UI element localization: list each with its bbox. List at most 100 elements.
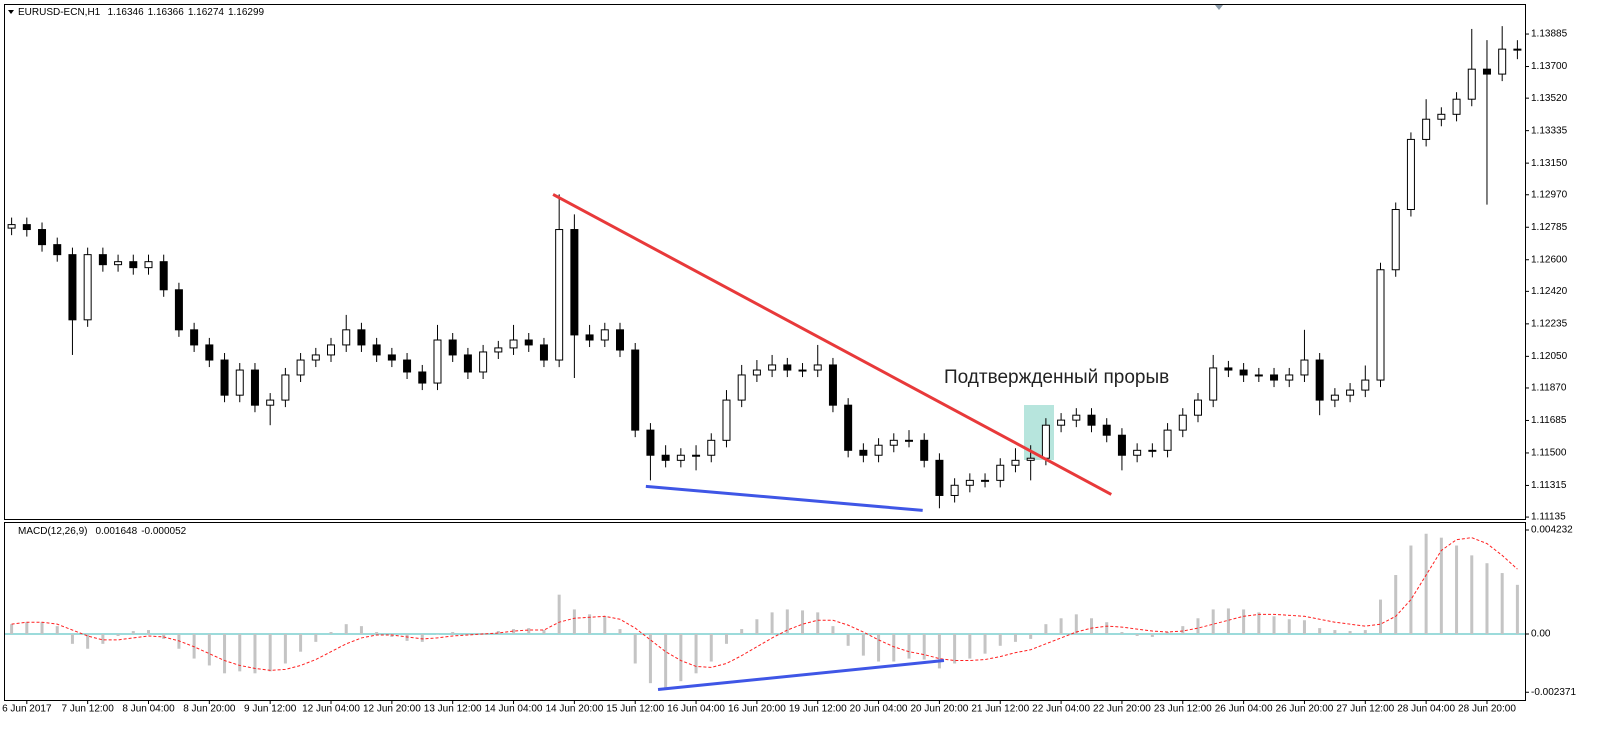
candle-body — [479, 351, 488, 373]
candle-body — [1102, 424, 1111, 436]
candle-body — [68, 254, 77, 321]
candle-body — [387, 354, 396, 361]
macd-bar — [451, 632, 455, 634]
candle-body — [524, 339, 533, 346]
macd-bar — [55, 626, 59, 634]
macd-bar — [314, 633, 318, 642]
macd-bar — [496, 631, 500, 634]
candle-body — [220, 359, 229, 396]
candle-body — [1041, 424, 1050, 459]
macd-bar — [1029, 633, 1033, 639]
candle-body — [828, 364, 837, 406]
macd-bar — [1302, 620, 1306, 634]
candle-body — [783, 364, 792, 371]
macd-bar — [664, 633, 668, 689]
candle-body — [114, 261, 123, 266]
x-tick-label: 15 Jun 12:00 — [606, 704, 664, 715]
macd-bar — [1363, 630, 1367, 634]
header-value: 1.16366 — [148, 7, 185, 18]
candle-body — [494, 347, 503, 353]
trend-line — [645, 484, 923, 512]
candle-body — [235, 369, 244, 396]
macd-bar — [86, 633, 90, 649]
macd-bar — [238, 633, 242, 672]
candle-body — [844, 404, 853, 451]
macd-bar — [831, 626, 835, 634]
macd-bar — [283, 633, 287, 664]
macd-bar — [1409, 545, 1413, 634]
macd-bar — [1515, 584, 1519, 634]
symbol-menu-arrow — [8, 10, 14, 14]
candle-body — [1117, 434, 1126, 456]
y-tick-label: 1.13885 — [1531, 29, 1568, 40]
x-tick-label: 14 Jun 20:00 — [545, 704, 603, 715]
macd-bar — [557, 594, 561, 634]
macd-bar — [1379, 599, 1383, 634]
x-tick-label: 16 Jun 20:00 — [728, 704, 786, 715]
x-tick-label: 28 Jun 04:00 — [1397, 704, 1455, 715]
macd-bar — [1257, 612, 1261, 634]
macd-bar — [1074, 614, 1078, 634]
macd-bar — [1455, 545, 1459, 634]
candle-body — [403, 359, 412, 373]
macd-bar — [1196, 618, 1200, 634]
macd-bar — [588, 614, 592, 634]
x-tick-label: 12 Jun 20:00 — [363, 704, 421, 715]
candle-body — [1467, 68, 1476, 100]
macd-bar — [329, 632, 333, 634]
trend-line — [552, 193, 1112, 496]
macd-bar — [1333, 630, 1337, 634]
macd-bar — [1348, 631, 1352, 634]
candle-body — [1391, 209, 1400, 271]
candle-body — [311, 354, 320, 361]
macd-bar — [953, 633, 957, 664]
candle-body — [83, 254, 92, 321]
macd-bar — [877, 633, 881, 662]
y-tick-label: 1.13520 — [1531, 93, 1568, 104]
macd-bar — [1500, 573, 1504, 634]
macd-bar — [1439, 537, 1443, 634]
y-tick-label: 1.13335 — [1531, 125, 1568, 136]
candle-body — [1270, 374, 1279, 381]
macd-bar — [253, 633, 257, 674]
candle-body — [1163, 429, 1172, 451]
x-tick-label: 21 Jun 12:00 — [971, 704, 1029, 715]
macd-panel-frame — [4, 522, 1526, 701]
candle-body — [752, 369, 761, 376]
candle-body — [707, 439, 716, 456]
macd-bar — [755, 619, 759, 634]
y-tick-label: 1.11135 — [1531, 512, 1566, 523]
macd-bar — [1090, 618, 1094, 634]
candle-body — [1209, 367, 1218, 401]
header-value: -0.000052 — [141, 526, 186, 537]
y-tick-label: 1.12050 — [1531, 351, 1568, 362]
candle-body — [463, 354, 472, 373]
macd-bar — [146, 630, 150, 634]
macd-bar — [816, 612, 820, 634]
macd-bar — [268, 633, 272, 672]
x-tick-label: 22 Jun 04:00 — [1032, 704, 1090, 715]
candle-body — [129, 261, 138, 269]
candle-body — [889, 439, 898, 446]
candle-body — [1452, 98, 1461, 115]
x-tick-label: 26 Jun 20:00 — [1276, 704, 1334, 715]
macd-bar — [542, 630, 546, 634]
macd-bar — [101, 633, 105, 644]
candle-body — [98, 254, 107, 266]
x-tick-label: 14 Jun 04:00 — [485, 704, 543, 715]
macd-bar — [1135, 633, 1139, 636]
y-tick-label: 1.12970 — [1531, 189, 1568, 200]
macd-bar — [10, 624, 14, 634]
macd-bar — [207, 633, 211, 666]
candle-body — [1133, 449, 1142, 456]
candle-body — [250, 369, 259, 406]
annotation: Подтвержденный прорыв — [944, 367, 1169, 388]
macd-bar — [1287, 619, 1291, 634]
macd-bar — [1166, 632, 1170, 634]
candle-body — [722, 399, 731, 441]
candle-body — [768, 364, 777, 371]
macd-bar — [1242, 609, 1246, 634]
x-tick-label: 19 Jun 12:00 — [789, 704, 847, 715]
